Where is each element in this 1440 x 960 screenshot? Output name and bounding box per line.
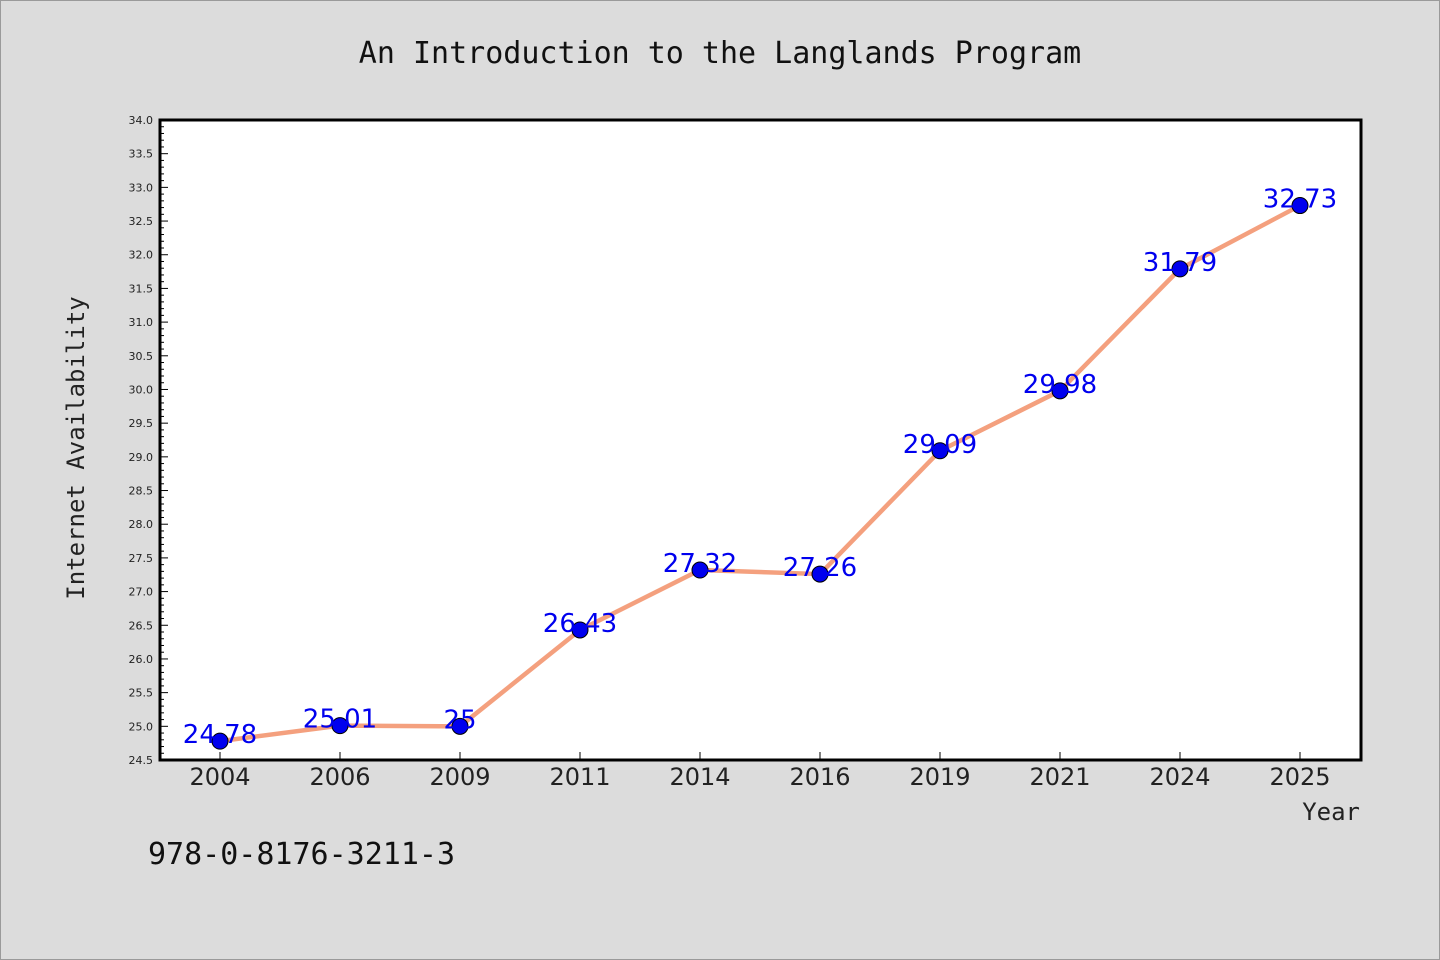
x-tick-label: 2009 (429, 763, 490, 791)
data-point (451, 717, 469, 735)
y-tick-label: 33.0 (129, 181, 154, 194)
y-tick-label: 31.5 (129, 282, 154, 295)
x-tick-label: 2014 (669, 763, 730, 791)
x-tick-label: 2006 (309, 763, 370, 791)
y-tick-label: 25.5 (129, 687, 154, 700)
y-tick-label: 30.5 (129, 350, 154, 363)
y-tick-label: 28.5 (129, 485, 154, 498)
x-tick-label: 2019 (909, 763, 970, 791)
x-tick-label: 2025 (1269, 763, 1330, 791)
y-axis-title: Internet Availability (62, 296, 90, 599)
y-tick-label: 34.0 (129, 114, 154, 127)
x-tick-label: 2011 (549, 763, 610, 791)
data-point (1051, 382, 1069, 400)
data-point (571, 621, 589, 639)
data-point (331, 717, 349, 735)
data-label: 24.78 (183, 720, 257, 750)
series-line (217, 203, 1303, 744)
data-label: 25 (443, 705, 476, 735)
data-label: 29.98 (1023, 370, 1097, 400)
series-layer: 24.78 25.01 25 26.43 27.32 27.26 29.09 29.98 31.… (183, 185, 1337, 751)
chart-title: An Introduction to the Langlands Program (359, 36, 1081, 71)
x-axis: 2004 2006 2009 2011 2014 2016 2019 2021 2024 2025 (189, 752, 1331, 791)
isbn-text: 978-0-8176-3211-3 (148, 837, 455, 872)
y-tick-label: 29.5 (129, 417, 154, 430)
data-point (211, 732, 229, 750)
data-label: 27.32 (663, 549, 737, 579)
y-tick-label: 31.0 (129, 316, 154, 329)
x-tick-label: 2024 (1149, 763, 1210, 791)
data-label: 25.01 (303, 705, 377, 735)
data-point (691, 561, 709, 579)
x-tick-label: 2016 (789, 763, 850, 791)
y-tick-label: 27.5 (129, 552, 154, 565)
y-tick-label: 26.0 (129, 653, 154, 666)
data-label: 26.43 (543, 609, 617, 639)
plot-area (158, 118, 1363, 762)
y-tick-label: 26.5 (129, 619, 154, 632)
y-tick-label: 32.5 (129, 215, 154, 228)
x-tick-label: 2004 (189, 763, 250, 791)
x-tick-label: 2021 (1029, 763, 1090, 791)
y-tick-label: 33.5 (129, 148, 154, 161)
y-tick-label: 29.0 (129, 451, 154, 464)
y-tick-label: 27.0 (129, 586, 154, 599)
y-axis: 24.5 25.0 25.5 26.0 26.5 27.0 27.5 28.0 28.5 29.0… (129, 114, 168, 767)
data-point (1171, 260, 1189, 278)
data-point (1291, 197, 1309, 215)
data-point (931, 442, 949, 460)
y-tick-label: 30.0 (129, 383, 154, 396)
data-point (811, 565, 829, 583)
x-axis-title: Year (1302, 798, 1360, 826)
data-label: 29.09 (903, 430, 977, 460)
y-tick-label: 25.0 (129, 720, 154, 733)
y-tick-label: 24.5 (129, 754, 154, 767)
data-label: 31.79 (1143, 248, 1217, 278)
y-minor-ticks (160, 126, 164, 754)
data-label: 27.26 (783, 553, 857, 583)
y-tick-label: 28.0 (129, 518, 154, 531)
data-label: 32.73 (1263, 185, 1337, 215)
y-tick-label: 32.0 (129, 249, 154, 262)
